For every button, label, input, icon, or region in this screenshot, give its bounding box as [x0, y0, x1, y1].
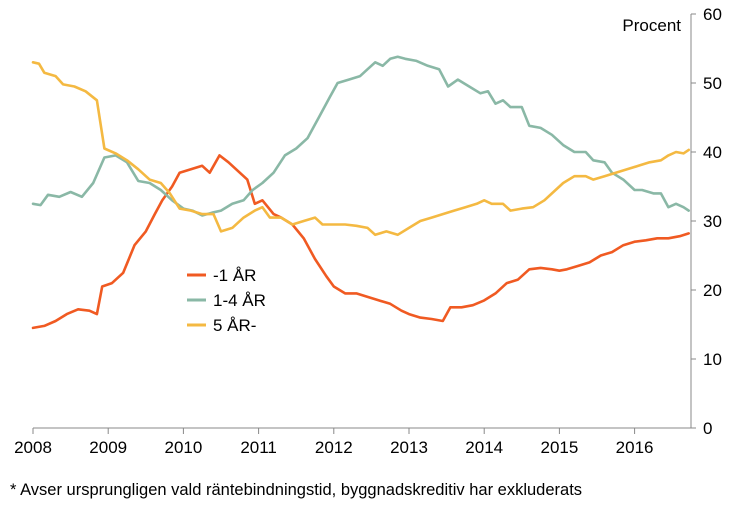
legend-label: 5 ÅR-	[213, 316, 256, 335]
y-tick-label: 60	[703, 5, 722, 24]
x-tick-label: 2011	[240, 438, 277, 457]
y-tick-label: 30	[703, 212, 722, 231]
series-line-1	[31, 55, 690, 217]
x-tick-label: 2012	[315, 438, 353, 457]
y-axis-unit-label: Procent	[622, 16, 681, 35]
x-tick-label: 2013	[390, 438, 428, 457]
x-tick-label: 2014	[465, 438, 503, 457]
x-tick-label: 2016	[616, 438, 654, 457]
series-line-2	[31, 61, 690, 237]
footnote: * Avser ursprungligen vald räntebindning…	[10, 481, 583, 499]
series-lines	[31, 55, 690, 330]
y-tick-label: 0	[703, 419, 712, 438]
series-line-0	[31, 154, 690, 330]
x-tick-label: 2015	[540, 438, 578, 457]
y-tick-label: 40	[703, 143, 722, 162]
y-tick-label: 10	[703, 350, 722, 369]
legend-label: 1-4 ÅR	[213, 291, 266, 310]
y-tick-label: 50	[703, 74, 722, 93]
x-axis: 2008 2009 2010 2011 2012 2013 2014 2015 2016	[14, 427, 691, 457]
x-tick-label: 2008	[14, 438, 52, 457]
legend-label: -1 ÅR	[213, 266, 256, 285]
y-tick-label: 20	[703, 281, 722, 300]
legend: -1 ÅR 1-4 ÅR 5 ÅR-	[187, 266, 266, 335]
x-tick-label: 2010	[164, 438, 202, 457]
y-axis: 0 10 20 30 40 50 60	[690, 5, 722, 438]
x-tick-label: 2009	[89, 438, 127, 457]
